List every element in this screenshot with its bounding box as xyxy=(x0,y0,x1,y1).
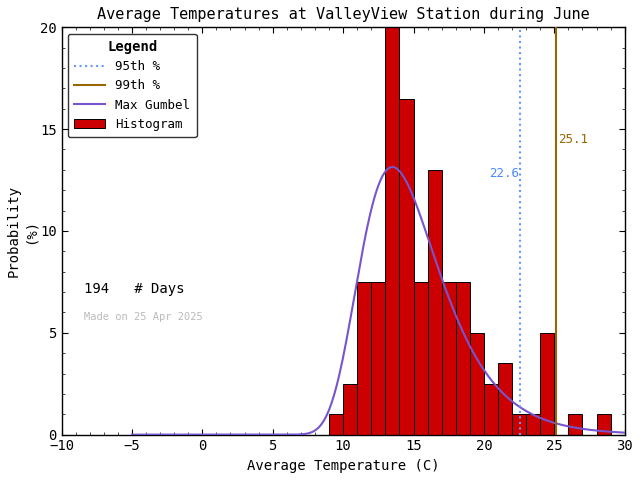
Max Gumbel xyxy=(376,180,383,186)
Bar xyxy=(512,414,526,434)
Max Gumbel xyxy=(389,164,397,170)
Text: 25.1: 25.1 xyxy=(558,133,588,146)
Line: Max Gumbel: Max Gumbel xyxy=(132,167,640,434)
Bar xyxy=(413,282,428,434)
99th % xyxy=(552,432,559,437)
Bar xyxy=(399,98,413,434)
Max Gumbel xyxy=(439,279,447,285)
Bar xyxy=(371,282,385,434)
Y-axis label: Probability
(%): Probability (%) xyxy=(7,185,37,277)
95th % xyxy=(516,411,524,417)
Max Gumbel xyxy=(411,198,419,204)
Text: 22.6: 22.6 xyxy=(490,168,520,180)
Text: 194   # Days: 194 # Days xyxy=(84,282,184,296)
X-axis label: Average Temperature (C): Average Temperature (C) xyxy=(247,459,440,473)
Bar xyxy=(385,27,399,434)
Bar xyxy=(568,414,582,434)
99th % xyxy=(552,411,559,417)
Bar xyxy=(498,363,512,434)
Max Gumbel xyxy=(556,421,564,427)
Bar xyxy=(428,170,442,434)
Bar xyxy=(596,414,611,434)
Bar xyxy=(456,282,470,434)
Legend: 95th %, 99th %, Max Gumbel, Histogram: 95th %, 99th %, Max Gumbel, Histogram xyxy=(68,34,196,137)
Bar xyxy=(470,333,484,434)
Bar xyxy=(442,282,456,434)
Bar xyxy=(540,333,554,434)
Title: Average Temperatures at ValleyView Station during June: Average Temperatures at ValleyView Stati… xyxy=(97,7,589,22)
Bar xyxy=(526,414,540,434)
Max Gumbel xyxy=(637,431,640,436)
Bar xyxy=(484,384,498,434)
Max Gumbel xyxy=(379,173,387,179)
Bar xyxy=(343,384,357,434)
Bar xyxy=(329,414,343,434)
Bar xyxy=(357,282,371,434)
95th % xyxy=(516,432,524,437)
Text: Made on 25 Apr 2025: Made on 25 Apr 2025 xyxy=(84,312,203,323)
Max Gumbel xyxy=(128,432,136,437)
